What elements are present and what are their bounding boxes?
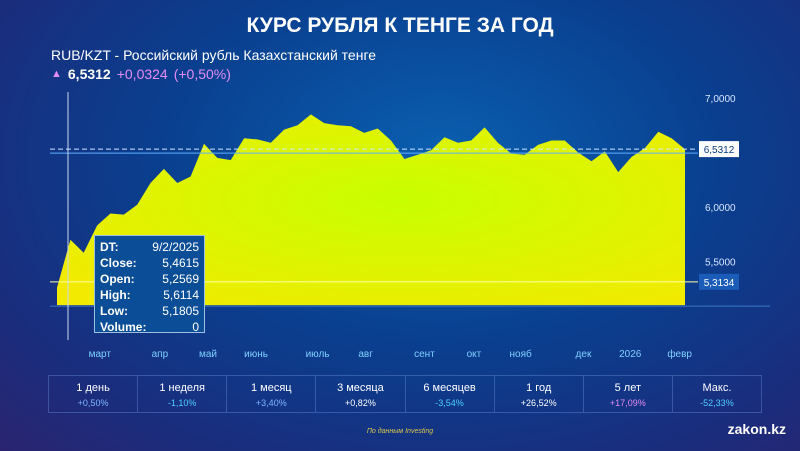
period-label: 1 день	[76, 382, 110, 394]
logo: zakon.kz	[727, 421, 786, 437]
period-7[interactable]: Макс. -52,33%	[673, 376, 761, 412]
arrow-up-icon: ▲	[51, 68, 62, 80]
period-change: +3,40%	[255, 398, 287, 408]
y-tick-label: 5,5000	[705, 258, 736, 269]
tooltip-value: 5,1805	[162, 304, 199, 318]
period-6[interactable]: 5 лет +17,09%	[584, 376, 673, 412]
period-label: 1 год	[526, 382, 552, 394]
period-4[interactable]: 6 месяцев -3,54%	[406, 376, 495, 412]
x-tick-label: июнь	[244, 349, 268, 360]
period-label: 6 месяцев	[423, 382, 476, 394]
price-change-pct: (+0,50%)	[173, 66, 231, 82]
x-tick-label: нояб	[510, 348, 532, 360]
tooltip-row: Volume: 0	[100, 319, 199, 335]
tooltip-key: Low:	[100, 304, 128, 318]
period-change: +17,09%	[609, 398, 646, 408]
crosshair-badge	[699, 273, 739, 290]
x-tick-label: 2026	[619, 349, 642, 360]
tooltip-key: DT:	[100, 240, 119, 254]
period-change: +0,50%	[77, 398, 109, 408]
source-note: По данным Investing	[366, 428, 434, 435]
period-change: -3,54%	[435, 398, 464, 408]
current-price-label: 6,5312	[704, 145, 735, 156]
x-tick-label: май	[199, 349, 217, 360]
x-tick-label: июль	[306, 349, 330, 360]
period-0[interactable]: 1 день +0,50%	[49, 376, 139, 412]
x-tick-label: дек	[576, 349, 592, 360]
x-tick-label: авг	[358, 349, 373, 360]
tooltip-row: Low: 5,1805	[100, 303, 199, 319]
area-fill	[57, 114, 685, 306]
period-change: +26,52%	[520, 398, 557, 408]
tooltip-value: 9/2/2025	[152, 240, 199, 254]
current-price-badge	[699, 141, 739, 158]
x-tick-label: март	[89, 349, 112, 360]
pair-subtitle: RUB/KZT - Российский рубль Казахстанский…	[51, 47, 377, 63]
period-5[interactable]: 1 год +26,52%	[495, 376, 584, 412]
tooltip-key: Volume:	[100, 320, 147, 334]
tooltip-key: Open:	[100, 272, 135, 286]
y-tick-label: 6,0000	[705, 203, 736, 214]
period-1[interactable]: 1 неделя -1,10%	[138, 376, 228, 412]
tooltip-value: 5,2569	[162, 272, 199, 286]
tooltip-row: Close: 5,4615	[100, 255, 199, 271]
tooltip-value: 0	[192, 320, 199, 334]
period-label: 3 месяца	[337, 382, 384, 394]
x-tick-label: окт	[467, 349, 482, 360]
tooltip-key: Close:	[100, 256, 137, 270]
period-label: 1 неделя	[159, 382, 206, 394]
period-change: -52,33%	[700, 398, 734, 408]
tooltip-value: 5,6114	[163, 288, 199, 302]
price-value: 6,5312	[67, 66, 111, 82]
tooltip-row: Open: 5,2569	[100, 271, 199, 287]
period-change: -1,10%	[167, 398, 197, 408]
x-tick-label: февр	[667, 348, 692, 360]
x-tick-label: сент	[414, 349, 435, 360]
y-tick-label: 7,0000	[705, 94, 736, 105]
period-label: 1 месяц	[251, 382, 292, 394]
price-row: ▲ 6,5312 +0,0324 (+0,50%)	[51, 66, 231, 82]
x-tick-label: апр	[152, 349, 169, 360]
page-title: КУРС РУБЛЯ К ТЕНГЕ ЗА ГОД	[246, 14, 554, 37]
crosshair-label: 5,3134	[704, 278, 735, 289]
price-change: +0,0324	[116, 66, 168, 82]
period-change: +0,82%	[345, 398, 376, 408]
tooltip-key: High:	[100, 288, 131, 302]
period-label: 5 лет	[614, 382, 641, 394]
period-label: Макс.	[702, 382, 732, 394]
tooltip-value: 5,4615	[162, 256, 199, 270]
tooltip: DT: 9/2/2025 Close: 5,4615 Open: 5,2569 High: 5…	[94, 235, 205, 335]
period-3[interactable]: 3 месяца +0,82%	[316, 376, 406, 412]
period-stats: 1 день +0,50% 1 неделя -1,10% 1 месяц +3,40% 3…	[48, 375, 762, 413]
tooltip-row: High: 5,6114	[100, 287, 199, 303]
period-2[interactable]: 1 месяц +3,40%	[227, 376, 317, 412]
tooltip-row: DT: 9/2/2025	[100, 239, 199, 255]
